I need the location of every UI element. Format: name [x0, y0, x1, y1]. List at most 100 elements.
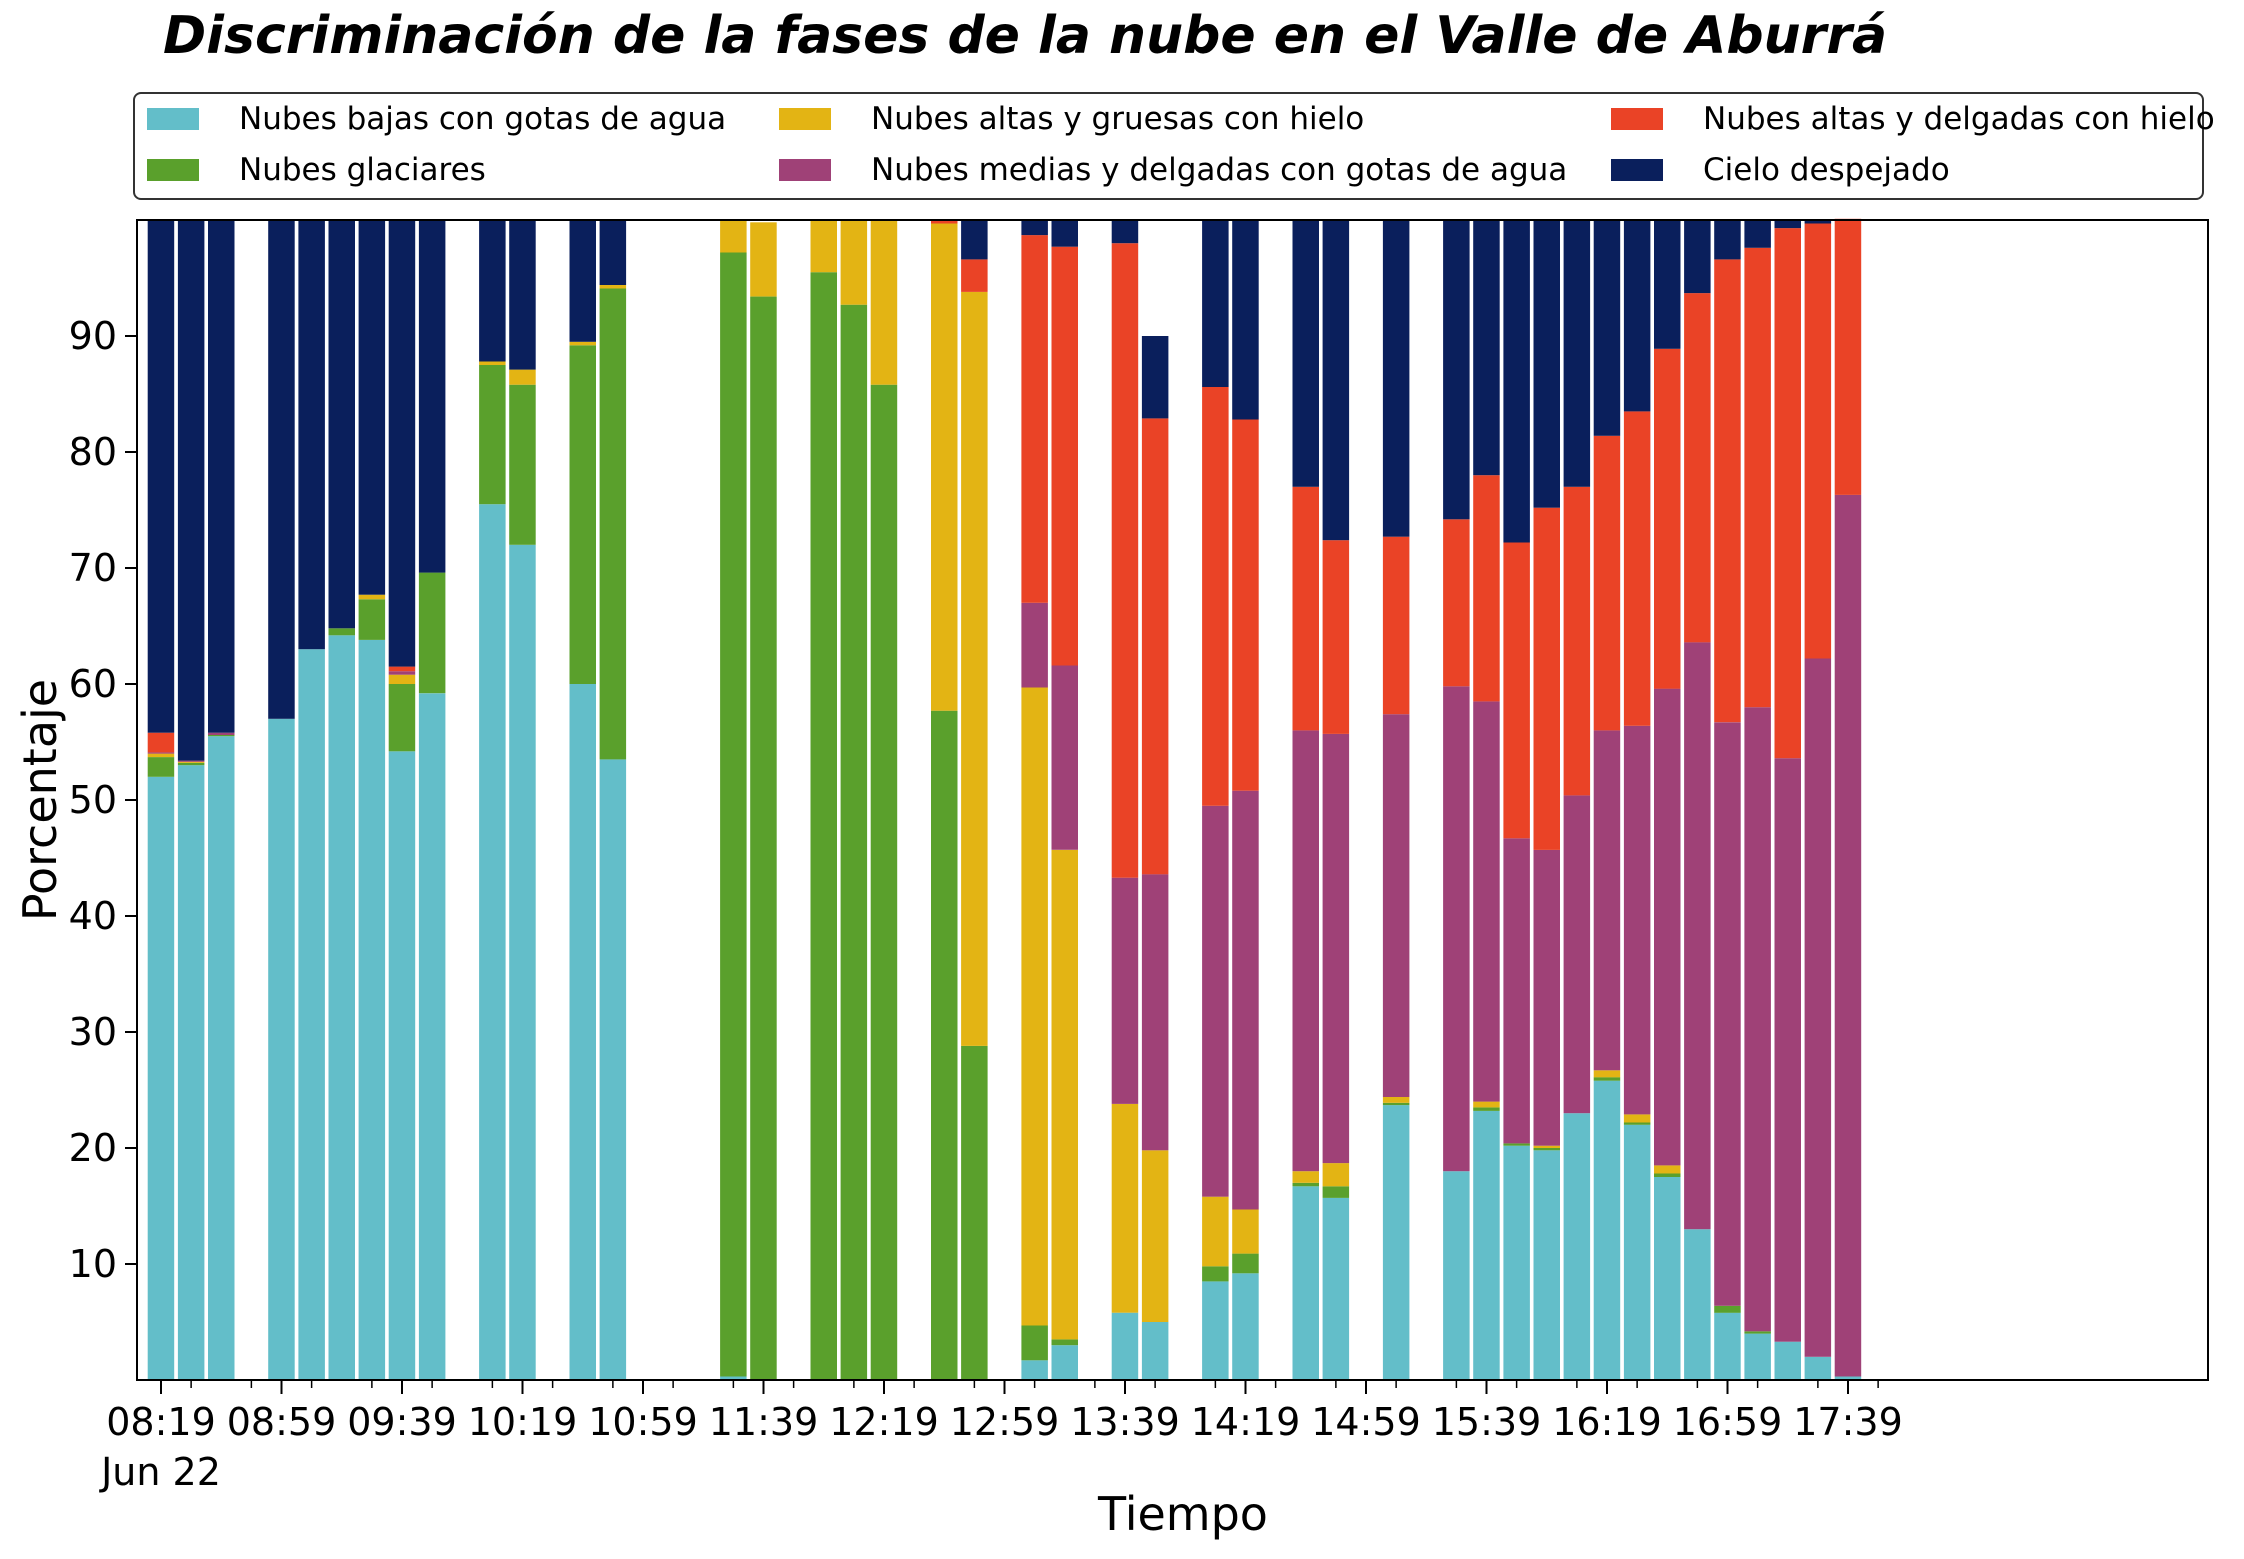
bar-segment-0-0 — [147, 776, 175, 1380]
y-tick-label-6: 70 — [69, 546, 117, 590]
legend-item-4: Nubes altas y delgadas con hielo — [1611, 99, 2215, 139]
bar-segment-18-2 — [931, 223, 958, 711]
legend-item-2: Nubes altas y gruesas con hielo — [779, 99, 1364, 139]
y-tick-label-1: 20 — [69, 1126, 117, 1170]
bar-segment-1-3 — [177, 760, 205, 762]
y-tick-label-7: 80 — [69, 430, 117, 474]
legend-label-0: Nubes bajas con gotas de agua — [239, 101, 727, 137]
bar-segment-32-5 — [1533, 220, 1560, 508]
bar-segment-2-5 — [208, 220, 235, 733]
bar-segment-34-4 — [1593, 435, 1621, 731]
bar-segment-26-4 — [1292, 486, 1319, 731]
bar-segment-0-3 — [147, 752, 175, 754]
bar-segment-30-3 — [1473, 701, 1500, 1102]
bar-segment-14-1 — [750, 296, 777, 1381]
legend: Nubes bajas con gotas de agua Nubes glac… — [133, 92, 2215, 200]
bar-segment-28-1 — [1382, 1102, 1410, 1106]
bar-segment-22-5 — [1111, 220, 1139, 244]
bar-segment-10-2 — [509, 369, 536, 385]
bar-segment-19-2 — [961, 291, 988, 1046]
bar-segment-14-2 — [750, 222, 777, 297]
bar-segment-28-0 — [1382, 1105, 1410, 1380]
bar-segment-7-3 — [388, 671, 416, 675]
bar-segment-16-1 — [840, 304, 868, 1381]
bar-segment-37-0 — [1684, 1229, 1711, 1380]
bar-segment-31-0 — [1503, 1145, 1530, 1380]
bar-segment-26-0 — [1292, 1186, 1319, 1380]
bar-segment-36-5 — [1654, 220, 1681, 349]
bar-segment-30-5 — [1473, 220, 1500, 476]
bar-segment-33-3 — [1563, 795, 1591, 1114]
bar-segment-24-5 — [1202, 220, 1229, 387]
bar-segment-34-1 — [1593, 1077, 1621, 1081]
x-tick-label-11: 15:39 — [1432, 1400, 1542, 1444]
bar-segment-32-2 — [1533, 1145, 1560, 1148]
bar-segment-20-0 — [1021, 1360, 1048, 1380]
bar-segment-38-4 — [1714, 259, 1741, 723]
bar-segment-18-1 — [931, 710, 958, 1380]
bar-segment-42-4 — [1834, 218, 1862, 495]
bar-segment-23-4 — [1141, 418, 1169, 875]
x-tick-label-12: 16:19 — [1552, 1400, 1662, 1444]
bar-segment-6-5 — [358, 220, 386, 595]
legend-swatch-5 — [1611, 159, 1663, 181]
legend-swatch-2 — [779, 108, 831, 130]
bar-segment-35-3 — [1623, 725, 1651, 1115]
bar-segment-42-3 — [1834, 494, 1862, 1377]
bar-segment-28-2 — [1382, 1097, 1410, 1103]
bar-segment-23-2 — [1141, 1150, 1169, 1322]
bar-segment-36-4 — [1654, 348, 1681, 689]
bar-segment-12-0 — [599, 759, 627, 1380]
bar-segment-7-4 — [388, 666, 416, 672]
bar-segment-23-0 — [1141, 1322, 1169, 1380]
bar-segment-11-1 — [569, 345, 596, 684]
x-tick-label-0: 08:19 — [106, 1400, 216, 1444]
x-tick-label-5: 11:39 — [709, 1400, 819, 1444]
bar-segment-23-5 — [1141, 336, 1169, 419]
bar-segment-32-3 — [1533, 849, 1560, 1146]
bar-segment-39-1 — [1744, 1331, 1771, 1334]
plot-frame — [136, 219, 2209, 1381]
bar-segment-30-4 — [1473, 475, 1500, 702]
legend-item-3: Nubes medias y delgadas con gotas de agu… — [779, 150, 1567, 190]
bar-segment-25-3 — [1232, 790, 1259, 1210]
bar-segment-7-1 — [388, 684, 416, 752]
bar-segment-7-2 — [388, 674, 416, 684]
bar-segment-39-5 — [1744, 220, 1771, 248]
x-tick-label-1: 08:59 — [227, 1400, 337, 1444]
chart-title: Discriminación de la fases de la nube en… — [163, 6, 1888, 66]
bar-segment-21-2 — [1051, 849, 1078, 1340]
bar-segment-31-5 — [1503, 220, 1530, 543]
y-tick-label-0: 10 — [69, 1242, 117, 1286]
x-tick-label-13: 16:59 — [1673, 1400, 1783, 1444]
bar-segment-39-3 — [1744, 707, 1771, 1332]
bar-segment-34-0 — [1593, 1080, 1621, 1380]
bar-segment-30-0 — [1473, 1110, 1500, 1380]
y-axis: 10 20 30 40 50 60 70 80 90 — [69, 314, 137, 1286]
bar-segment-37-3 — [1684, 642, 1711, 1230]
bar-segment-9-5 — [479, 220, 506, 362]
bar-segment-11-2 — [569, 341, 596, 346]
bar-segment-11-5 — [569, 220, 596, 342]
bar-segment-2-0 — [208, 736, 235, 1380]
bar-segment-25-4 — [1232, 419, 1259, 791]
legend-item-0: Nubes bajas con gotas de agua — [147, 99, 726, 139]
bar-segment-40-4 — [1774, 228, 1801, 759]
bar-segment-34-3 — [1593, 730, 1621, 1071]
bar-segment-5-0 — [328, 635, 355, 1380]
bar-segment-34-2 — [1593, 1070, 1621, 1078]
bar-segment-40-0 — [1774, 1341, 1801, 1380]
bar-segment-24-2 — [1202, 1196, 1229, 1267]
bar-segment-5-5 — [328, 220, 355, 629]
bar-segment-3-0 — [268, 718, 295, 1380]
bar-segment-3-5 — [268, 220, 295, 719]
bar-segment-0-4 — [147, 732, 175, 753]
bar-segment-8-0 — [418, 693, 446, 1380]
x-tick-label-7: 12:59 — [950, 1400, 1060, 1444]
bar-segment-12-1 — [599, 288, 627, 760]
x-axis-label: Tiempo — [1097, 1487, 1268, 1541]
bar-segment-23-3 — [1141, 874, 1169, 1151]
bar-segment-20-1 — [1021, 1325, 1048, 1361]
bar-segment-0-2 — [147, 753, 175, 758]
legend-swatch-1 — [147, 159, 199, 181]
